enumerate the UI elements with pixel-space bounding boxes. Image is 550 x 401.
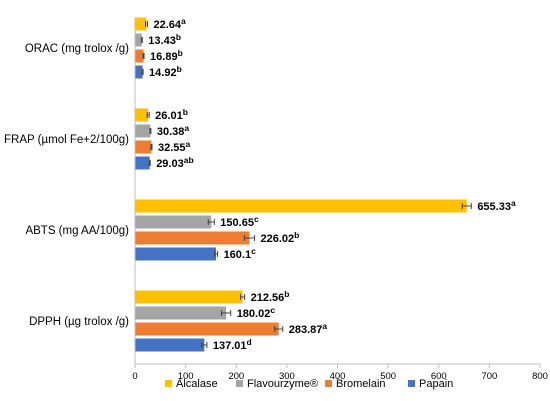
x-tick-label: 200 xyxy=(228,371,244,382)
legend-label: Bromelain xyxy=(336,378,386,390)
data-label: 14.92b xyxy=(149,64,182,79)
x-tick-label: 800 xyxy=(532,371,548,382)
category-label-group: ORAC (mg trolox /g) FRAP (µmol Fe+2/100g)… xyxy=(4,43,129,328)
data-label: 226.02b xyxy=(260,230,299,245)
legend: Alcalase Flavourzyme® Bromelain Papain xyxy=(165,378,453,390)
x-tick-label: 500 xyxy=(380,371,396,382)
bar-group xyxy=(135,17,467,352)
x-tick-label: 700 xyxy=(481,371,497,382)
bar xyxy=(135,290,243,304)
data-label: 22.64a xyxy=(153,16,186,31)
bar xyxy=(135,322,279,336)
category-label: FRAP (µmol Fe+2/100g) xyxy=(4,134,129,146)
bar xyxy=(135,215,212,229)
data-label: 160.1c xyxy=(224,246,257,261)
legend-swatch xyxy=(165,380,172,387)
bar xyxy=(135,156,150,170)
data-label: 29.03ab xyxy=(156,155,193,170)
legend-swatch xyxy=(236,380,243,387)
data-label: 16.89b xyxy=(150,48,183,63)
x-tick-label: 600 xyxy=(431,371,447,382)
bar xyxy=(135,49,144,63)
category-label: DPPH (µg trolox /g) xyxy=(29,316,129,328)
data-label: 180.02c xyxy=(237,305,276,320)
data-label: 26.01b xyxy=(155,107,188,122)
bar xyxy=(135,17,147,31)
bar xyxy=(135,65,143,79)
data-label: 30.38a xyxy=(157,123,190,138)
bar xyxy=(135,33,142,47)
data-label: 283.87a xyxy=(289,321,328,336)
x-axis: 0 100 200 300 400 500 600 700 800 xyxy=(132,18,548,382)
x-tick-label: 400 xyxy=(330,371,346,382)
legend-swatch xyxy=(408,380,415,387)
data-label: 212.56b xyxy=(251,289,290,304)
data-label: 137.01d xyxy=(213,337,252,352)
legend-label: Flavourzyme® xyxy=(247,378,318,390)
bar xyxy=(135,247,217,261)
data-label: 13.43b xyxy=(148,32,181,47)
bar xyxy=(135,108,149,122)
legend-label: Alcalase xyxy=(176,378,218,390)
data-label: 655.33a xyxy=(477,198,516,213)
x-tick-label: 0 xyxy=(132,371,137,382)
legend-label: Papain xyxy=(419,378,453,390)
bar xyxy=(135,306,227,320)
category-label: ORAC (mg trolox /g) xyxy=(25,43,129,55)
x-tick-label: 100 xyxy=(178,371,194,382)
bar xyxy=(135,338,205,352)
x-tick-label: 300 xyxy=(279,371,295,382)
bar xyxy=(135,140,152,154)
error-bar-group xyxy=(140,21,472,348)
bar xyxy=(135,199,467,213)
category-label: ABTS (mg AA/100g) xyxy=(25,225,129,237)
data-label: 32.55a xyxy=(158,139,191,154)
bar xyxy=(135,124,151,138)
bar xyxy=(135,231,250,245)
data-label: 150.65c xyxy=(220,214,259,229)
legend-swatch xyxy=(325,380,332,387)
